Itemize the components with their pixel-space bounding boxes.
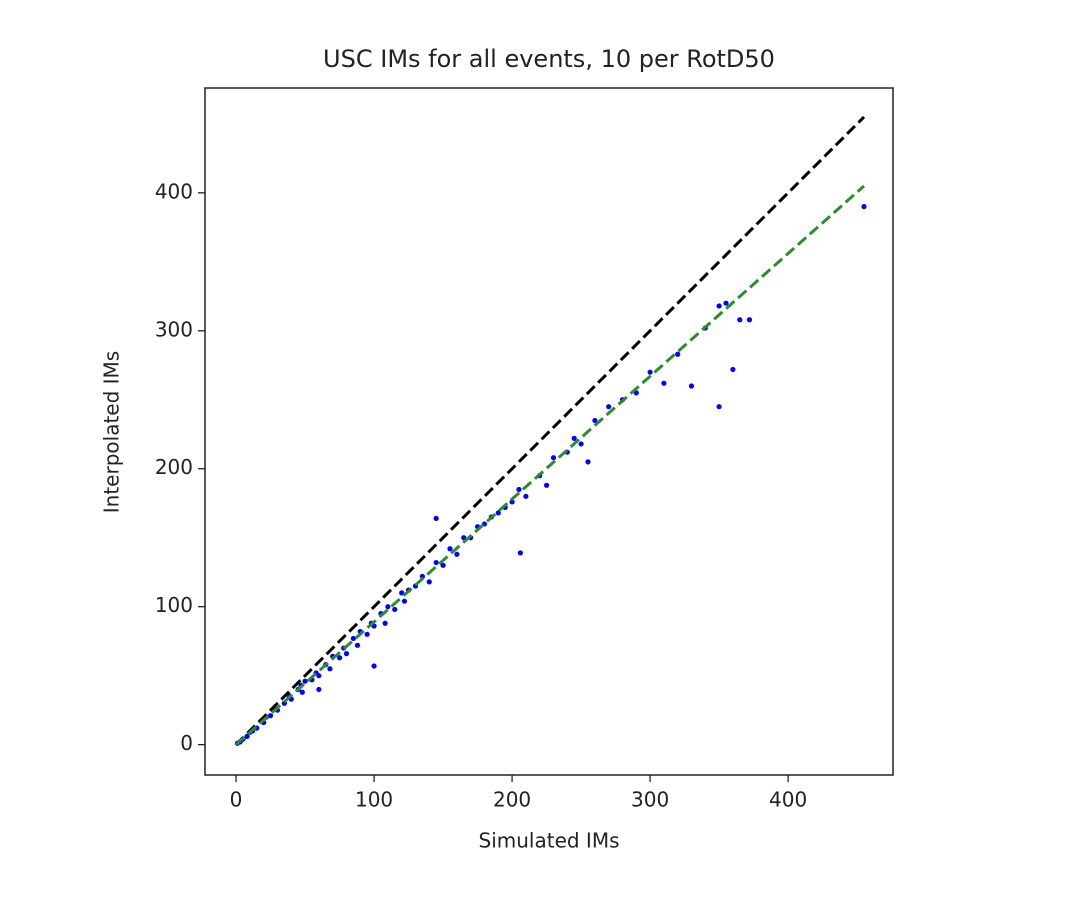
fit-line xyxy=(234,115,866,746)
data-point xyxy=(433,559,439,566)
data-point xyxy=(592,417,598,424)
x-tick-label: 0 xyxy=(230,788,243,812)
data-point xyxy=(316,686,322,693)
data-point xyxy=(688,383,695,389)
data-point xyxy=(350,635,356,642)
data-point xyxy=(517,550,523,556)
data-point xyxy=(327,666,333,672)
data-point xyxy=(392,606,398,613)
data-point xyxy=(578,441,584,447)
data-point xyxy=(401,598,408,604)
y-tick-label: 100 xyxy=(155,593,193,617)
data-point xyxy=(426,579,432,585)
data-point xyxy=(661,380,667,386)
data-point xyxy=(371,663,377,669)
data-point xyxy=(523,493,529,499)
chart-title: USC IMs for all events, 10 per RotD50 xyxy=(323,45,775,73)
fit-line xyxy=(235,184,866,746)
data-point xyxy=(723,300,729,306)
y-axis-label: Interpolated IMs xyxy=(100,351,124,513)
x-tick-label: 100 xyxy=(355,788,393,812)
data-point xyxy=(495,510,501,516)
data-point xyxy=(316,673,322,679)
data-point xyxy=(550,455,557,461)
y-tick-label: 200 xyxy=(155,455,193,479)
x-tick-label: 300 xyxy=(631,788,669,812)
data-point xyxy=(543,482,550,488)
data-point xyxy=(516,486,522,493)
data-point xyxy=(336,655,343,661)
data-point xyxy=(716,404,722,410)
data-point xyxy=(606,404,612,410)
data-point xyxy=(585,459,591,465)
data-point xyxy=(419,573,425,579)
data-point xyxy=(244,733,250,739)
x-axis-label: Simulated IMs xyxy=(479,829,620,853)
data-point xyxy=(299,689,305,695)
data-point xyxy=(302,678,308,684)
y-tick-label: 400 xyxy=(155,179,193,203)
x-tick-label: 200 xyxy=(493,788,531,812)
data-point xyxy=(571,435,577,441)
x-tick-label: 400 xyxy=(769,788,807,812)
data-point xyxy=(440,562,446,568)
data-point xyxy=(447,546,453,552)
data-point xyxy=(647,369,653,375)
y-tick-label: 0 xyxy=(180,731,193,755)
data-point xyxy=(364,631,370,637)
data-point xyxy=(509,499,515,505)
data-point xyxy=(861,204,867,210)
data-point xyxy=(737,317,743,323)
data-point xyxy=(675,351,681,357)
data-point xyxy=(385,604,391,610)
data-point xyxy=(730,366,736,373)
data-point xyxy=(354,642,361,648)
data-point xyxy=(382,620,388,626)
data-point xyxy=(716,303,722,309)
data-point xyxy=(746,317,753,323)
y-tick-label: 300 xyxy=(155,317,193,341)
plot-frame xyxy=(204,87,894,776)
data-point xyxy=(433,515,439,522)
data-point xyxy=(343,651,350,657)
data-point xyxy=(454,551,460,557)
data-point xyxy=(267,713,274,719)
